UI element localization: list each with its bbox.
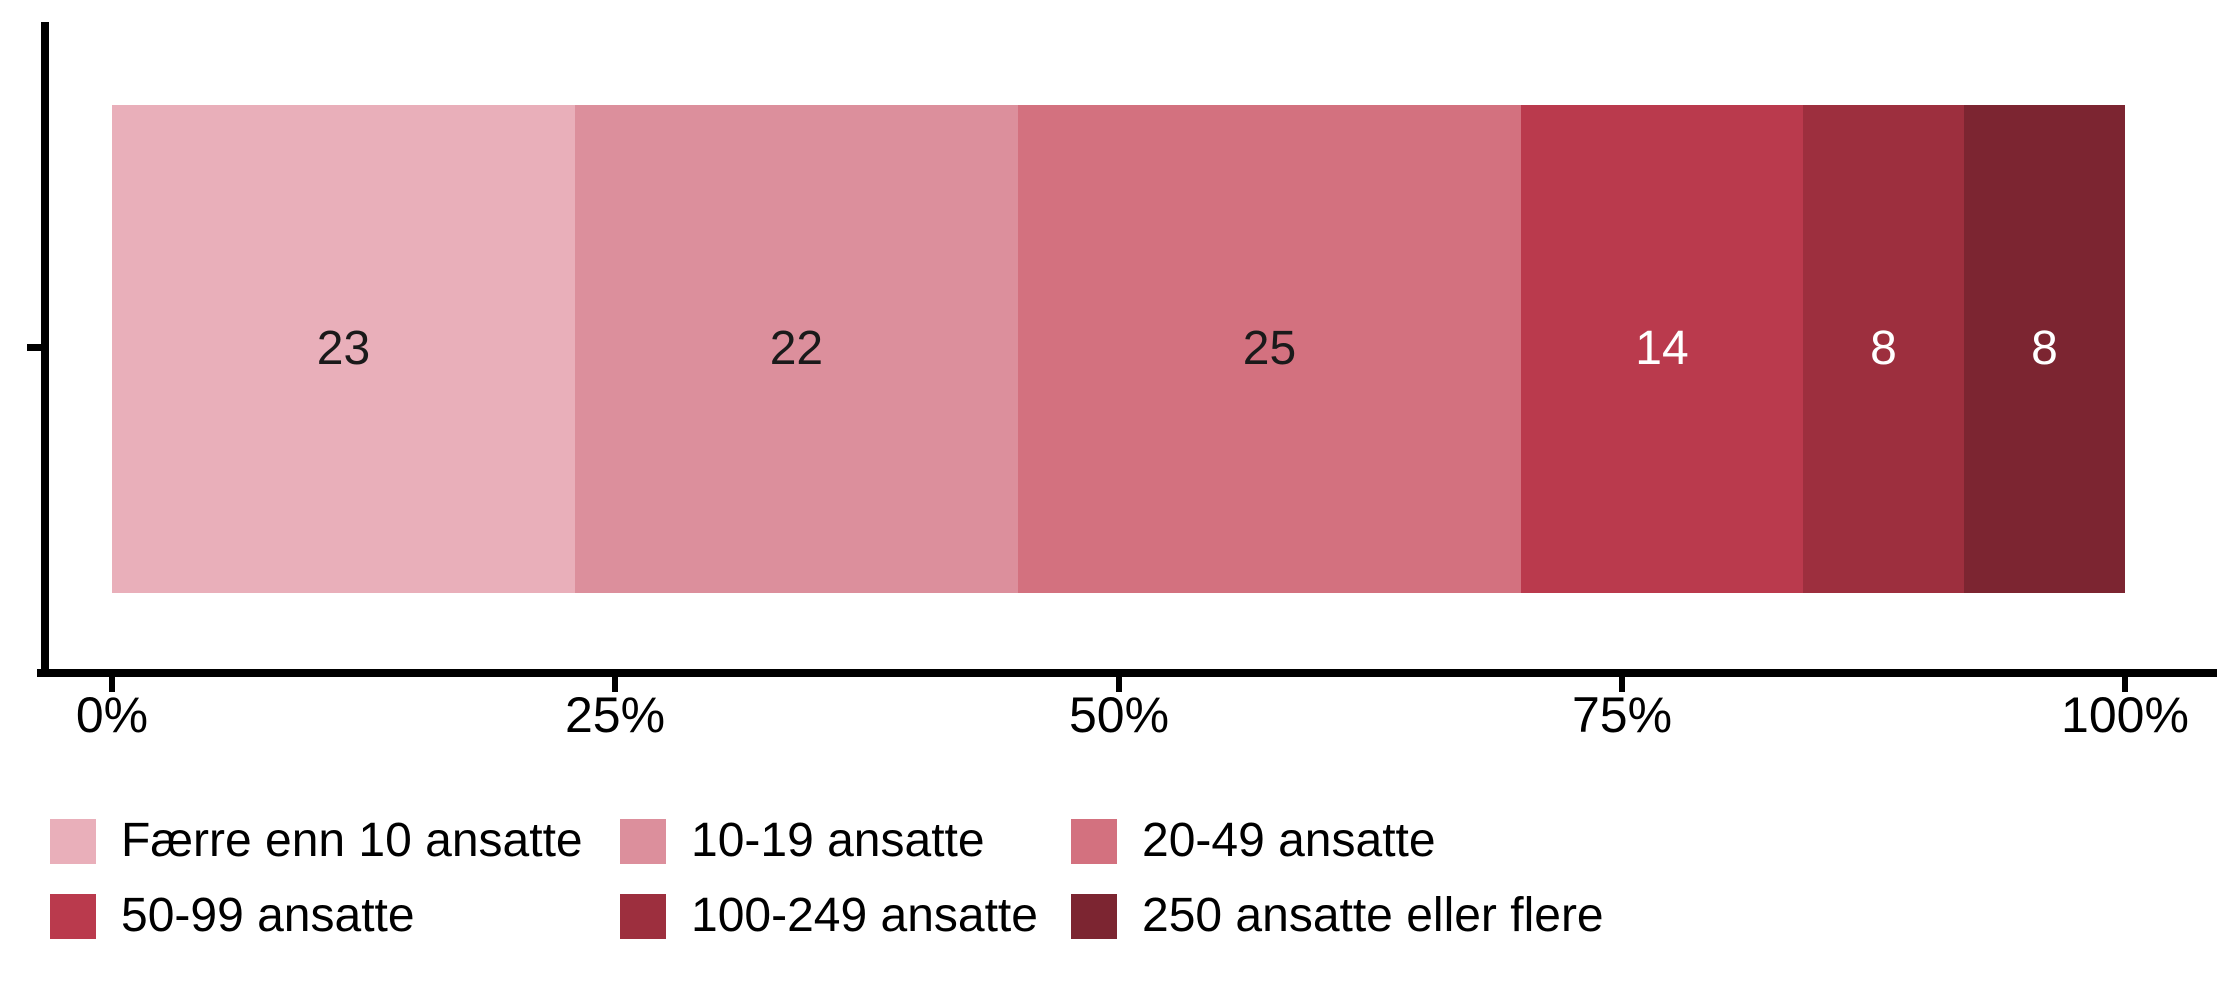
bar-segment-faerre-enn-10: 23 [112,105,575,593]
bar-segment-value: 8 [2031,322,2058,375]
legend-item-50-99: 50-99 ansatte [50,892,415,940]
bar-segment-value: 14 [1635,322,1689,375]
x-tick-0 [109,677,115,692]
y-axis-line [41,22,49,677]
y-axis-tick [27,344,41,351]
bar-segment-50-99: 14 [1521,105,1803,593]
legend-label: Færre enn 10 ansatte [121,814,583,867]
x-tick-label-0: 0% [75,687,149,743]
stacked-bar: 23 22 25 14 8 8 [112,105,2125,593]
x-tick-75 [1619,677,1625,692]
legend-swatch-icon [620,893,666,939]
x-axis-line [37,669,2217,677]
bar-segment-value: 8 [1870,322,1897,375]
legend-swatch-icon [50,818,96,864]
legend-swatch-icon [1071,893,1117,939]
legend-item-faerre-enn-10: Færre enn 10 ansatte [50,817,583,865]
legend-label: 100-249 ansatte [691,889,1038,942]
legend-label: 10-19 ansatte [691,814,985,867]
x-tick-label-100: 100% [2061,687,2189,743]
legend-item-10-19: 10-19 ansatte [620,817,985,865]
legend-item-100-249: 100-249 ansatte [620,892,1038,940]
bar-segment-value: 25 [1242,322,1297,375]
legend-label: 20-49 ansatte [1142,814,1436,867]
x-tick-100 [2122,677,2128,692]
legend-swatch-icon [1071,818,1117,864]
legend-swatch-icon [50,893,96,939]
x-tick-25 [612,677,618,692]
bar-segment-value: 22 [769,322,824,375]
bar-segment-value: 23 [316,322,371,375]
bar-segment-10-19: 22 [574,105,1018,593]
legend-item-250-eller-flere: 250 ansatte eller flere [1071,892,1604,940]
legend-label: 250 ansatte eller flere [1142,889,1604,942]
legend-label: 50-99 ansatte [121,889,415,942]
bar-segment-20-49: 25 [1017,105,1522,593]
bar-segment-250-eller-flere: 8 [1963,105,2125,593]
x-tick-label-75: 75% [1571,687,1673,743]
bar-segment-100-249: 8 [1802,105,1964,593]
x-tick-50 [1116,677,1122,692]
x-tick-label-25: 25% [564,687,666,743]
x-tick-label-50: 50% [1068,687,1170,743]
legend-item-20-49: 20-49 ansatte [1071,817,1436,865]
legend-swatch-icon [620,818,666,864]
